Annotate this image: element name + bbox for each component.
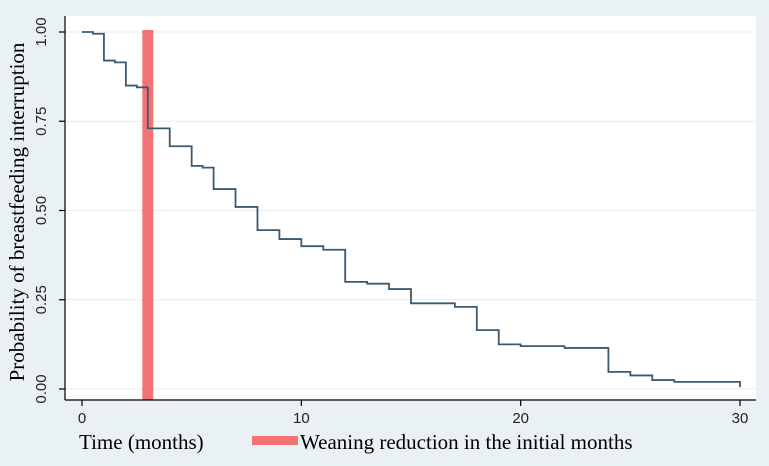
y-tick-label-0: 0.00 bbox=[33, 374, 50, 403]
series-layer bbox=[82, 31, 741, 388]
y-axis-title: Probability of breastfeeding interruptio… bbox=[5, 42, 29, 381]
x-ticks: 0 10 20 30 bbox=[78, 400, 749, 427]
grid-lines bbox=[65, 31, 756, 390]
y-tick-label-1: 0.25 bbox=[33, 285, 50, 314]
plot-area bbox=[65, 16, 756, 400]
x-tick-label-1: 10 bbox=[293, 410, 310, 427]
legend-label: Weaning reduction in the initial months bbox=[300, 430, 633, 454]
x-tick-label-2: 20 bbox=[512, 410, 529, 427]
y-ticks: 0.00 0.25 0.50 0.75 1.00 bbox=[33, 17, 65, 404]
annotation-band-layer bbox=[142, 30, 154, 400]
x-axis-title: Time (months) bbox=[79, 430, 204, 454]
x-tick-label-0: 0 bbox=[78, 410, 86, 427]
x-tick-label-3: 30 bbox=[732, 410, 749, 427]
series-line-0 bbox=[82, 31, 741, 388]
y-tick-label-3: 0.75 bbox=[33, 107, 50, 136]
annotation-band-0 bbox=[142, 30, 154, 400]
legend-swatch bbox=[252, 436, 298, 445]
y-tick-label-4: 1.00 bbox=[33, 17, 50, 46]
y-tick-label-2: 0.50 bbox=[33, 196, 50, 225]
